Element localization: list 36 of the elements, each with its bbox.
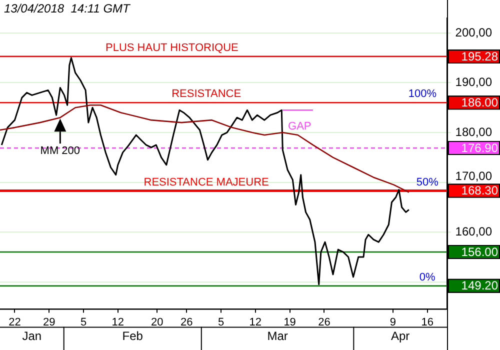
annotation: 50% <box>416 176 439 188</box>
ref-line-label: 176.90 <box>461 140 498 155</box>
y-tick-label: 190,00 <box>455 75 492 90</box>
annotation: GAP <box>288 120 312 133</box>
text: Mar <box>267 329 288 344</box>
annotation: RESISTANCE MAJEURE <box>144 176 269 188</box>
text: 13/04/2018 14:11 GMT <box>4 1 132 16</box>
x-tick-label: 20 <box>151 316 164 328</box>
y-tick-label: 170,00 <box>455 169 492 184</box>
annotation: 0% <box>419 271 436 284</box>
x-tick-label: 22 <box>8 316 21 328</box>
annotation: 100% <box>408 88 437 100</box>
x-tick-label: 12 <box>112 316 124 328</box>
y-tick-label: 160,00 <box>455 224 492 238</box>
x-tick-label: 26 <box>180 316 193 328</box>
annotation: PLUS HAUT HISTORIQUE <box>106 42 238 54</box>
x-tick-label: 29 <box>42 316 56 328</box>
x-tick-label: 5 <box>80 316 87 328</box>
ref-line-label: 156.00 <box>461 244 498 259</box>
ref-line-label: 186.00 <box>461 95 498 110</box>
x-tick-label: 26 <box>318 316 330 328</box>
text: Feb <box>122 329 144 344</box>
annotation: RESISTANCE <box>172 88 242 100</box>
ref-line-label: 195.28 <box>461 49 498 64</box>
x-tick-label: 16 <box>421 316 434 328</box>
annotation: MM 200 <box>40 145 80 158</box>
x-tick-label: 9 <box>390 316 396 328</box>
text: Jan <box>22 329 42 344</box>
x-tick-label: 12 <box>249 316 262 328</box>
y-tick-label: 180,00 <box>455 124 492 139</box>
x-tick-label: 19 <box>284 316 296 328</box>
ref-line-label: 168.30 <box>461 184 498 198</box>
text: Apr <box>390 329 410 344</box>
y-tick-label: 200,00 <box>455 25 492 40</box>
ref-line-label: 149.20 <box>461 278 498 293</box>
x-tick-label: 5 <box>218 316 224 328</box>
